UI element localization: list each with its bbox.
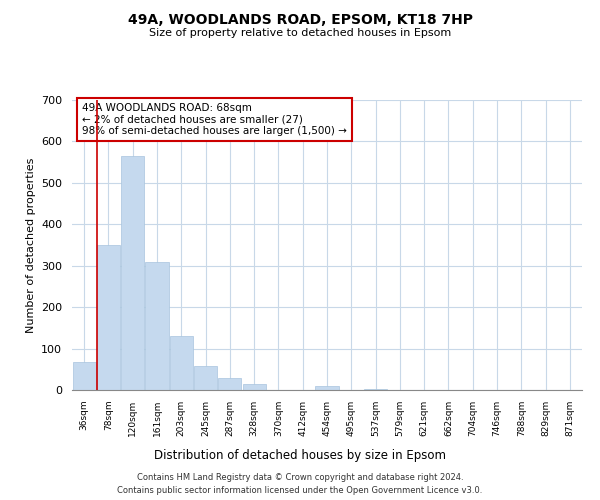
Bar [364,389,387,390]
Bar [121,156,144,390]
Text: 49A WOODLANDS ROAD: 68sqm
← 2% of detached houses are smaller (27)
98% of semi-d: 49A WOODLANDS ROAD: 68sqm ← 2% of detach… [82,103,347,136]
Bar [316,386,338,390]
Bar [97,245,120,390]
Text: Distribution of detached houses by size in Epsom: Distribution of detached houses by size … [154,450,446,462]
Bar [218,378,241,390]
Bar [194,366,217,390]
Text: Size of property relative to detached houses in Epsom: Size of property relative to detached ho… [149,28,451,38]
Text: 49A, WOODLANDS ROAD, EPSOM, KT18 7HP: 49A, WOODLANDS ROAD, EPSOM, KT18 7HP [128,12,473,26]
Bar [170,336,193,390]
Bar [145,262,169,390]
Y-axis label: Number of detached properties: Number of detached properties [26,158,35,332]
Bar [73,362,95,390]
Bar [242,384,266,390]
Text: Contains HM Land Registry data © Crown copyright and database right 2024.
Contai: Contains HM Land Registry data © Crown c… [118,474,482,495]
